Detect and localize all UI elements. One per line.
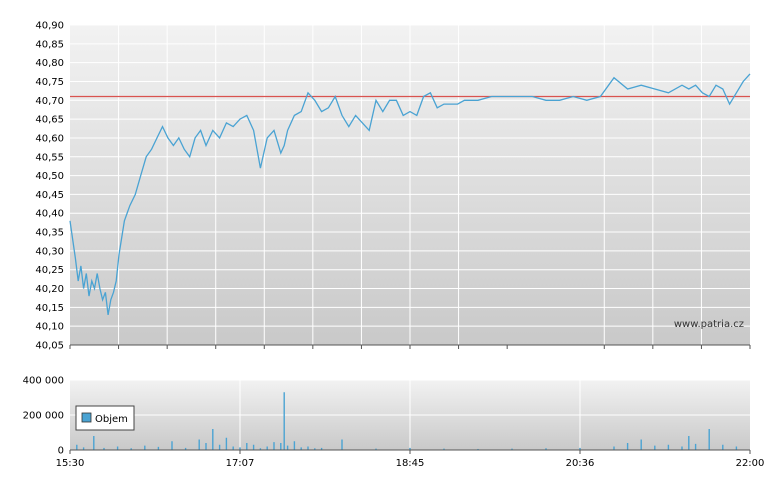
volume-y-axis: 400 000 200 000 0 [23, 376, 64, 457]
price-x-ticks [69, 345, 751, 349]
time-tick-label: 20:36 [566, 458, 595, 469]
time-tick-label: 18:45 [396, 458, 425, 469]
price-panel: 40,90 40,85 40,80 40,75 40,70 40,65 40,60 40,55… [35, 21, 751, 352]
price-series-line [69, 73, 751, 316]
volume-y-tick-label: 200 000 [23, 411, 64, 422]
price-y-tick-label: 40,90 [35, 21, 64, 32]
watermark: www.patria.cz [674, 319, 744, 330]
price-grid [70, 24, 750, 346]
price-y-axis: 40,90 40,85 40,80 40,75 40,70 40,65 40,60 40,55… [35, 21, 64, 352]
time-tick-label: 15:30 [56, 458, 85, 469]
price-y-tick-label: 40,05 [35, 341, 64, 352]
legend-label: Objem [95, 414, 128, 425]
price-y-tick-label: 40,55 [35, 152, 64, 163]
price-y-tick-label: 40,50 [35, 171, 64, 182]
volume-bars [76, 392, 738, 450]
volume-legend: Objem [75, 405, 135, 431]
volume-y-tick-label: 400 000 [23, 376, 64, 387]
price-y-tick-label: 40,85 [35, 39, 64, 50]
volume-y-tick-label: 0 [58, 446, 64, 457]
time-tick-label: 22:00 [736, 458, 765, 469]
price-y-tick-label: 40,65 [35, 115, 64, 126]
price-y-tick-label: 40,45 [35, 190, 64, 201]
price-y-tick-label: 40,20 [35, 284, 64, 295]
price-y-tick-label: 40,15 [35, 303, 64, 314]
price-y-tick-label: 40,25 [35, 265, 64, 276]
price-y-tick-label: 40,35 [35, 228, 64, 239]
time-axis: 15:30 17:07 18:45 20:36 22:00 [56, 450, 765, 469]
price-y-tick-label: 40,40 [35, 209, 64, 220]
legend-swatch [81, 412, 92, 423]
price-y-tick-label: 40,75 [35, 77, 64, 88]
price-y-tick-label: 40,60 [35, 133, 64, 144]
volume-panel: 400 000 200 000 0 15:30 17:07 18:45 20:36 22:0… [23, 376, 765, 470]
price-y-tick-label: 40,70 [35, 96, 64, 107]
time-tick-label: 17:07 [226, 458, 255, 469]
price-y-tick-label: 40,80 [35, 58, 64, 69]
price-y-tick-label: 40,30 [35, 246, 64, 257]
price-y-tick-label: 40,10 [35, 322, 64, 333]
